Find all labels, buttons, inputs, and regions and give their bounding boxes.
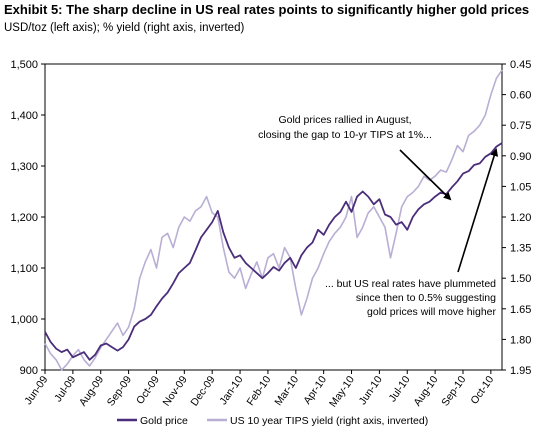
left-axis-ticks: 900 1,000 1,100 1,200 1,300 1,400 1,500 xyxy=(10,59,45,377)
x-tick-label: Jun-09 xyxy=(22,374,50,407)
right-tick-label: 0.60 xyxy=(510,90,531,102)
annotation-2-bg xyxy=(330,277,498,319)
right-tick-label: 0.90 xyxy=(510,151,531,163)
left-tick-label: 1,300 xyxy=(10,161,38,173)
x-tick-label: Sep-10 xyxy=(439,374,468,409)
series-layer xyxy=(44,69,503,371)
legend-label-tips: US 10 year TIPS yield (right axis, inver… xyxy=(230,415,428,427)
right-tick-label: 0.75 xyxy=(510,120,531,132)
x-tick-label: Feb-10 xyxy=(244,374,273,408)
left-tick-label: 900 xyxy=(20,365,38,377)
series-line-gold-price xyxy=(44,142,503,361)
right-tick-label: 1.05 xyxy=(510,181,531,193)
right-axis-ticks: 0.45 0.60 0.75 0.90 1.05 1.20 1.35 1.50 1.65 1.80… xyxy=(502,59,531,377)
left-tick-label: 1,200 xyxy=(10,212,38,224)
x-tick-label: Oct-10 xyxy=(468,374,496,407)
x-tick-label: Jul-09 xyxy=(52,374,78,404)
right-tick-label: 1.50 xyxy=(510,273,531,285)
x-tick-label: Jul-10 xyxy=(386,374,412,404)
annotation-arrow-2 xyxy=(457,148,499,273)
right-tick-label: 1.65 xyxy=(510,304,531,316)
right-tick-label: 0.45 xyxy=(510,59,531,71)
left-tick-label: 1,400 xyxy=(10,110,38,122)
left-tick-label: 1,000 xyxy=(10,314,38,326)
chart-subtitle: USD/toz (left axis); % yield (right axis… xyxy=(4,22,245,34)
x-tick-label: Apr-10 xyxy=(301,374,329,407)
right-tick-label: 1.80 xyxy=(510,334,531,346)
chart-title: Exhibit 5: The sharp decline in US real … xyxy=(4,2,530,17)
x-tick-label: Jan-10 xyxy=(217,374,245,407)
legend: Gold price US 10 year TIPS yield (right … xyxy=(117,415,428,427)
right-tick-label: 1.35 xyxy=(510,243,531,255)
plot-frame xyxy=(44,63,503,371)
x-tick-label: Jun-10 xyxy=(357,374,385,407)
left-tick-label: 1,100 xyxy=(10,263,38,275)
series-line-tips-yield xyxy=(44,69,503,371)
x-tick-label: Oct-09 xyxy=(134,374,162,407)
right-tick-label: 1.20 xyxy=(510,212,531,224)
x-tick-label: Dec-09 xyxy=(188,374,217,409)
legend-label-gold: Gold price xyxy=(140,415,188,427)
left-tick-label: 1,500 xyxy=(10,59,38,71)
annotation-2-line-1: ... but US real rates have plummeted xyxy=(325,278,496,290)
right-tick-label: 1.95 xyxy=(510,365,531,377)
x-tick-label: Nov-09 xyxy=(161,374,190,409)
x-tick-label: Mar-10 xyxy=(272,374,301,408)
x-tick-label: Aug-09 xyxy=(77,374,106,409)
annotation-2-line-2: since then to 0.5% suggesting xyxy=(356,292,496,304)
annotation-1-line-2: closing the gap to 10-yr TIPS at 1%... xyxy=(258,129,432,141)
annotation-arrow-1 xyxy=(399,149,452,201)
x-tick-label: Sep-09 xyxy=(105,374,134,409)
annotation-1-line-1: Gold prices rallied in August, xyxy=(278,114,411,126)
x-tick-label: May-10 xyxy=(327,374,357,410)
x-tick-label: Aug-10 xyxy=(411,374,440,409)
annotation-2-line-3: gold prices will move higher xyxy=(367,306,496,318)
